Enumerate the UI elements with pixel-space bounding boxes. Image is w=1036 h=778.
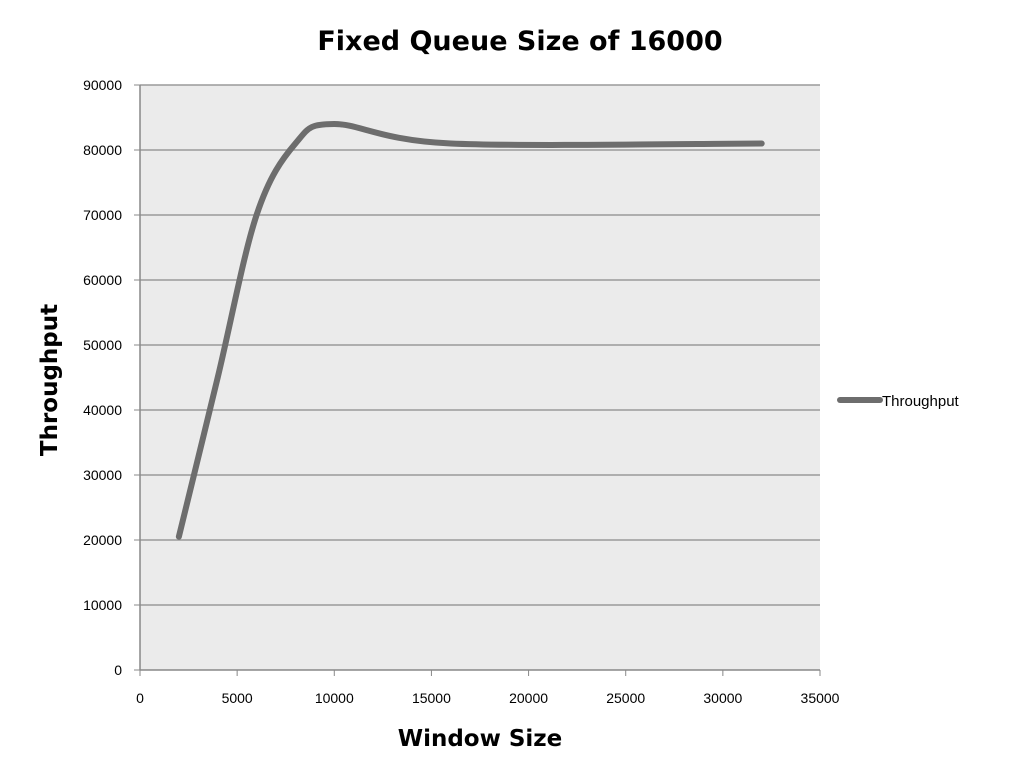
- x-tick-label: 5000: [222, 690, 253, 706]
- y-tick-labels: 0 10000 20000 30000 40000 50000 60000 70000 8000…: [83, 77, 122, 678]
- y-tick-label: 90000: [83, 77, 122, 93]
- chart-title: Fixed Queue Size of 16000: [317, 26, 722, 57]
- grid-lines: [134, 84, 820, 671]
- x-tick-label: 35000: [801, 690, 840, 706]
- x-tick-label: 30000: [703, 690, 742, 706]
- y-tick-label: 10000: [83, 597, 122, 613]
- series-lines: [175, 121, 765, 540]
- x-tick-label: 15000: [412, 690, 451, 706]
- y-tick-label: 0: [114, 662, 122, 678]
- x-tick-label: 0: [136, 690, 144, 706]
- legend-label: Throughput: [882, 393, 960, 410]
- x-axis-title: Window Size: [398, 726, 563, 752]
- axes: [139, 85, 821, 676]
- y-tick-label: 40000: [83, 402, 122, 418]
- x-tick-label: 20000: [509, 690, 548, 706]
- x-tick-label: 10000: [315, 690, 354, 706]
- x-tick-labels: 0 5000 10000 15000 20000 25000 30000 35000: [136, 690, 840, 706]
- y-tick-label: 50000: [83, 337, 122, 353]
- x-tick-label: 25000: [606, 690, 645, 706]
- y-axis-title: Throughput: [37, 304, 63, 456]
- y-tick-label: 70000: [83, 207, 122, 223]
- plot-area: [140, 85, 820, 670]
- series-line-throughput: [175, 121, 765, 540]
- y-tick-label: 20000: [83, 532, 122, 548]
- y-tick-label: 30000: [83, 467, 122, 483]
- legend: Throughput: [837, 393, 960, 410]
- y-tick-label: 60000: [83, 272, 122, 288]
- y-tick-label: 80000: [83, 142, 122, 158]
